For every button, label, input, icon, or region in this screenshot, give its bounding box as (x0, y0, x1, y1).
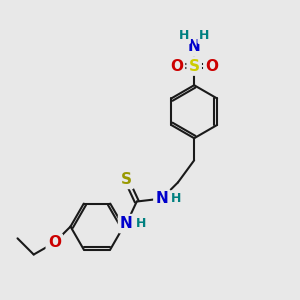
Text: S: S (121, 172, 132, 187)
Text: O: O (170, 58, 183, 74)
Text: O: O (205, 58, 218, 74)
Text: H: H (179, 29, 189, 42)
Text: O: O (48, 235, 61, 250)
Text: H: H (171, 192, 182, 205)
Text: S: S (189, 58, 200, 74)
Text: N: N (155, 191, 168, 206)
Text: N: N (188, 39, 200, 54)
Text: N: N (120, 216, 133, 231)
Text: H: H (199, 29, 210, 42)
Text: H: H (136, 217, 146, 230)
